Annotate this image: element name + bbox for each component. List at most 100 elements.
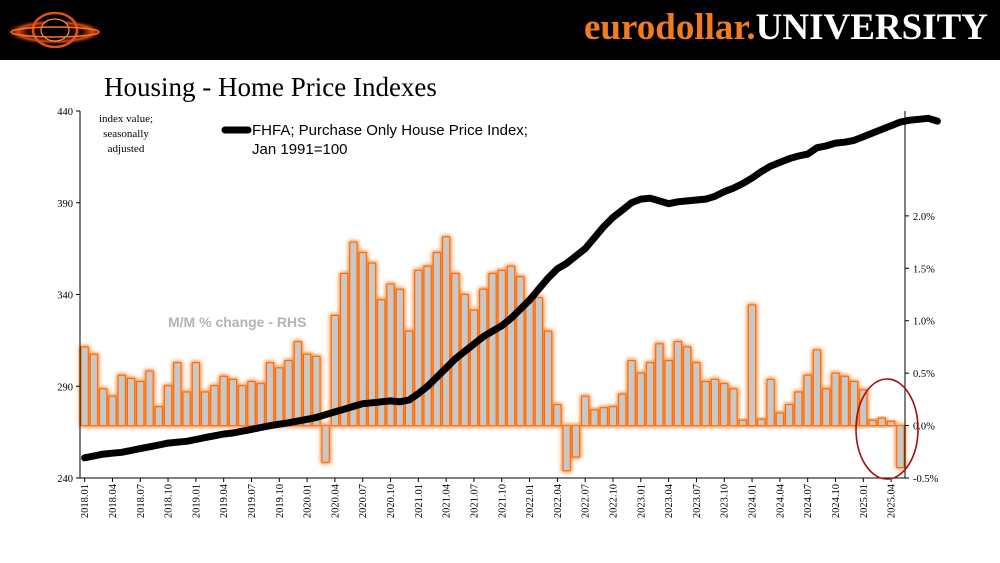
bar [618,393,627,427]
right-tick-label: 0.5% [913,369,935,380]
bar [886,420,896,427]
right-tick-label: 1.5% [913,264,935,275]
bar [302,353,312,427]
right-axis-ticks: -0.5% 0.0% 0.5% 1.0% 1.5% 2.0% [905,212,939,485]
x-tick-label: 2021.07 [470,484,481,518]
bar [516,276,525,427]
left-axis-label-line: index value; [99,113,153,125]
bar [534,297,544,427]
bar [794,391,803,427]
bar [553,404,562,427]
x-tick-label: 2019.01 [191,484,202,518]
x-tick-label: 2019.10 [275,484,286,518]
bar [822,388,831,427]
bar [868,419,877,427]
x-tick-label: 2021.10 [497,484,508,518]
bar [136,380,145,427]
bar [692,362,701,427]
x-tick-label: 2024.04 [775,483,786,518]
bar [673,341,683,427]
line-series-label-line: FHFA; Purchase Only House Price Index; [252,122,528,139]
bar [757,418,766,427]
bar [896,425,905,469]
bar [720,383,729,427]
bar [682,346,692,427]
x-tick-label: 2020.10 [386,484,397,518]
x-tick-label: 2024.01 [748,484,759,518]
bar [284,360,293,427]
bar [126,377,136,427]
logo-icon [5,11,105,49]
bar [210,385,219,427]
bar [664,360,673,427]
brand-wordmark-part2: UNIVERSITY [755,7,988,48]
x-tick-label: 2019.04 [219,483,230,518]
x-tick-label: 2020.07 [358,484,369,518]
brand-wordmark: eurodollar.UNIVERSITY [584,8,988,48]
x-tick-label: 2021.01 [414,484,425,518]
line-series-label: FHFA; Purchase Only House Price Index; Ja… [252,122,528,158]
bar [488,272,497,427]
header-banner: eurodollar.UNIVERSITY [0,0,1000,60]
bar [247,380,256,427]
bar [803,374,812,427]
bar [377,299,386,427]
bar [562,425,571,472]
line-legend: FHFA; Purchase Only House Price Index; Ja… [221,122,528,158]
right-tick-label: 2.0% [913,212,935,223]
bar [877,417,886,427]
bar [543,330,553,427]
line-series-label-line: Jan 1991=100 [252,141,348,158]
bar [775,412,785,427]
bar [525,299,534,427]
chart: 240 290 340 390 440 -0.5% 0.0% 0.5% 1.0% 1.5% 2.0… [57,107,941,518]
left-tick-label: 390 [57,199,73,210]
x-tick-label: 2024.07 [803,484,814,518]
x-tick-label: 2024.10 [831,484,842,518]
bar-series [80,236,905,472]
bar [441,236,451,427]
bar [469,309,479,427]
x-tick-label: 2023.01 [636,484,647,518]
bar [293,341,303,427]
bar [627,360,636,427]
bar [423,265,432,427]
bar [340,272,349,427]
bar [738,419,747,427]
bar [404,330,414,427]
right-tick-label: 1.0% [913,317,935,328]
bar [710,378,720,427]
page-title: Housing - Home Price Indexes [104,72,437,102]
x-tick-label: 2018.01 [80,484,91,518]
x-tick-label: 2018.07 [136,484,147,518]
bar [238,385,247,427]
bar [729,388,738,427]
brand-wordmark-part1: eurodollar. [583,7,756,48]
bar [599,407,608,427]
x-tick-label: 2020.04 [330,483,341,518]
bar [275,367,284,427]
bar [265,362,275,427]
bar [701,380,710,427]
bar [191,362,201,427]
x-tick-label: 2023.10 [720,484,731,518]
x-tick-label: 2019.07 [247,484,258,518]
bar [784,404,794,427]
bar [636,372,645,427]
x-tick-label: 2025.04 [887,483,898,518]
x-tick-label: 2022.07 [581,484,592,518]
x-tick-label: 2018.10 [164,484,175,518]
bar [414,269,423,427]
bar [747,304,757,427]
left-axis-ticks: 240 290 340 390 440 [57,107,80,485]
bar [200,391,210,427]
x-tick-label: 2022.10 [609,484,620,518]
bar-series-label: M/M % change - RHS [168,314,306,330]
left-tick-label: 240 [57,474,73,485]
bar [99,388,108,427]
bar [256,383,265,427]
bar [645,362,655,427]
bar [655,343,664,427]
right-tick-label: 0.0% [913,422,935,433]
bar [163,385,173,427]
